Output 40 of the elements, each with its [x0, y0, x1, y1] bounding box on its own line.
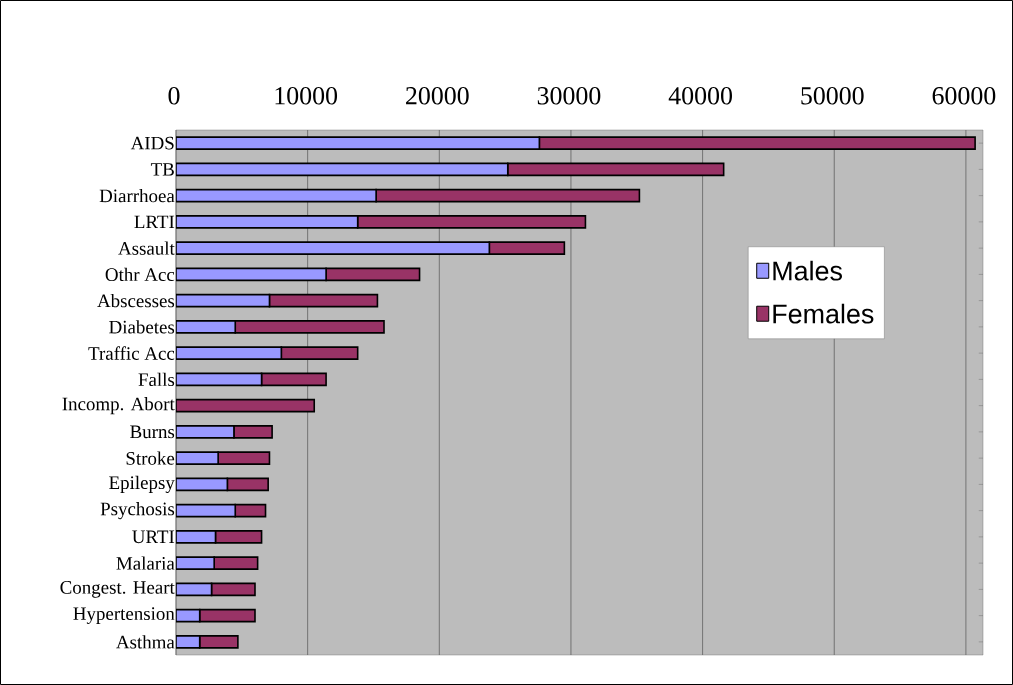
bar [375, 188, 641, 203]
y-tick-label: Burns [130, 425, 175, 439]
bar [325, 267, 421, 282]
y-tick-label: Congest. Heart [60, 581, 175, 598]
y-tick-label: TB [150, 163, 174, 176]
y-tick-label: Malaria [116, 556, 175, 570]
bar [176, 162, 509, 177]
x-tick-label: 40000 [668, 86, 732, 105]
y-tick-label: Incomp. Abort [62, 397, 175, 415]
y-tick-label: Epilepsy [109, 475, 175, 493]
bar [176, 398, 316, 413]
bar [506, 162, 725, 177]
y-tick-label: Diarrhoea [99, 188, 175, 203]
x-tick-label: 10000 [275, 86, 338, 105]
x-tick-label: 30000 [537, 86, 601, 105]
y-tick-label: Abscesses [97, 293, 175, 308]
y-tick-label: Asthma [116, 635, 175, 649]
bar [176, 267, 327, 282]
y-tick-label: Assault [118, 241, 175, 255]
legend-label: Females [773, 303, 874, 324]
x-tick-label: 50000 [801, 86, 864, 105]
y-tick-label: Psychosis [100, 502, 175, 520]
y-tick-label: Stroke [126, 451, 175, 465]
x-tick-label: 60000 [932, 86, 996, 105]
y-tick-label: Othr Acc [105, 267, 175, 282]
y-tick-label: URTI [132, 530, 175, 544]
bar [260, 372, 327, 387]
y-tick-label: Falls [138, 372, 175, 387]
y-tick-label: Diabetes [109, 320, 175, 334]
y-tick-label: LRTI [134, 215, 175, 229]
y-tick-label: AIDS [130, 136, 174, 150]
bar [176, 188, 377, 203]
bar [176, 293, 271, 308]
y-tick-label: Hypertension [73, 607, 175, 624]
x-tick-label: 0 [168, 86, 180, 105]
y-tick-label: Traffic Acc [88, 346, 175, 360]
x-tick-label: 20000 [406, 86, 469, 105]
bar [268, 293, 379, 308]
legend-label: Males [773, 260, 842, 281]
bar [176, 372, 263, 387]
